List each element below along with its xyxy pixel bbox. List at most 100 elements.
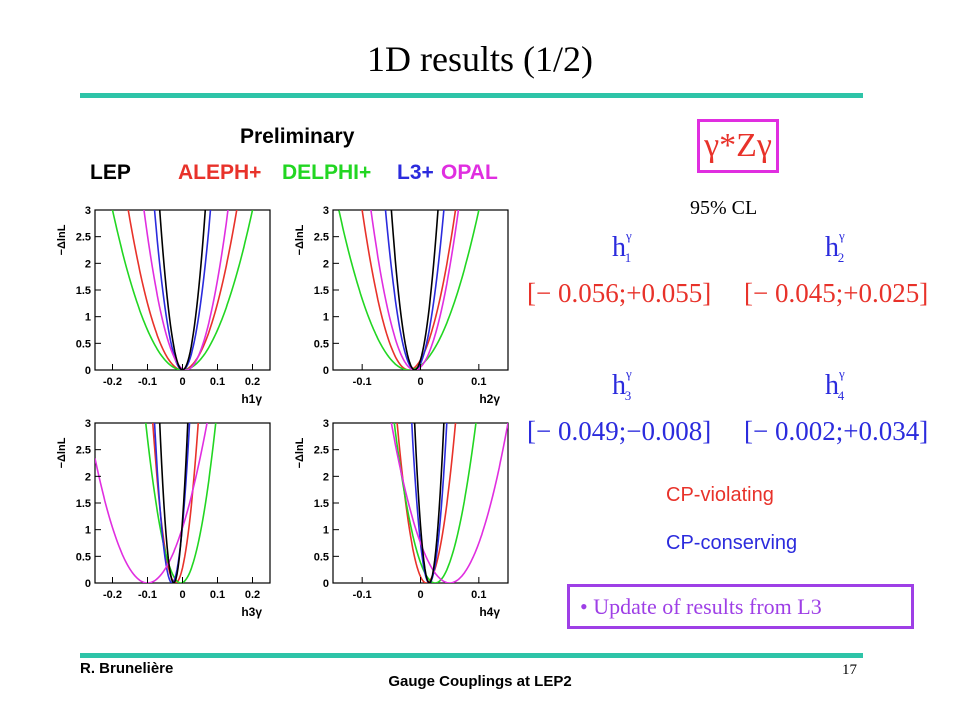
author: R. Brunelière bbox=[80, 660, 174, 677]
x-tick-label: -0.2 bbox=[103, 589, 122, 601]
y-tick-label: 1.5 bbox=[314, 285, 329, 297]
interval-h2: [− 0.045;+0.025] bbox=[744, 278, 929, 308]
y-tick-label: 2.5 bbox=[76, 232, 91, 244]
coupling-label-h4: hγ4 bbox=[825, 366, 845, 403]
x-tick-label: 0.1 bbox=[210, 589, 225, 601]
y-tick-label: 0 bbox=[85, 365, 91, 377]
likelihood-figure: Preliminary LEP ALEPH+ DELPHI+ L3+ OPAL … bbox=[50, 115, 520, 625]
x-axis-label: h2γ bbox=[479, 392, 500, 406]
series-lep bbox=[158, 423, 189, 583]
y-tick-label: 3 bbox=[85, 418, 91, 430]
x-tick-label: 0.2 bbox=[245, 376, 260, 388]
series-aleph bbox=[396, 423, 457, 583]
legend-delphi: DELPHI+ bbox=[282, 161, 372, 184]
y-tick-label: 1 bbox=[323, 312, 329, 324]
series-l3 bbox=[384, 210, 445, 370]
y-tick-label: 2.5 bbox=[76, 445, 91, 457]
series-l3 bbox=[410, 423, 448, 583]
x-tick-label: 0.1 bbox=[471, 589, 486, 601]
y-tick-label: 3 bbox=[323, 418, 329, 430]
plot-frame bbox=[94, 209, 271, 371]
series-l3 bbox=[153, 423, 191, 583]
coupling-label-h2: hγ2 bbox=[825, 228, 845, 265]
x-tick-label: -0.1 bbox=[138, 376, 157, 388]
interval-h4: [− 0.002;+0.034] bbox=[744, 416, 929, 446]
series-aleph bbox=[151, 423, 200, 583]
update-note: Update of results from L3 bbox=[593, 594, 822, 619]
y-axis-label: −ΔlnL bbox=[294, 224, 306, 255]
y-tick-label: 1 bbox=[323, 525, 329, 537]
interval-h1: [− 0.056;+0.055] bbox=[527, 278, 712, 308]
series-l3 bbox=[153, 210, 212, 370]
x-tick-label: -0.1 bbox=[353, 589, 372, 601]
panel-1: 0 0.5 1 1.5 2 2.5 3 -0.2 -0.1 0 0.1 0.2 −ΔlnL h1γ bbox=[56, 205, 271, 406]
series-opal bbox=[390, 423, 508, 583]
y-tick-label: 0.5 bbox=[76, 338, 91, 350]
y-axis-label: −ΔlnL bbox=[56, 437, 68, 468]
series-delphi bbox=[393, 423, 477, 583]
plot-frame bbox=[332, 422, 509, 584]
footer-title: Gauge Couplings at LEP2 bbox=[388, 673, 572, 690]
cp-violating-note: CP-violating bbox=[666, 484, 774, 506]
series-aleph bbox=[361, 210, 457, 370]
x-tick-label: 0.2 bbox=[245, 589, 260, 601]
panel-3: 0 0.5 1 1.5 2 2.5 3 -0.2 -0.1 0 0.1 0.2 −ΔlnL h3γ bbox=[56, 418, 271, 619]
bullet-icon: • bbox=[580, 594, 594, 619]
x-tick-label: 0 bbox=[417, 589, 423, 601]
cp-conserving-note: CP-conserving bbox=[666, 532, 798, 554]
x-tick-label: 0 bbox=[179, 589, 185, 601]
legend-l3: L3+ bbox=[397, 161, 434, 184]
legend-lep: LEP bbox=[90, 161, 131, 184]
x-axis-label: h3γ bbox=[241, 605, 262, 619]
x-tick-label: 0 bbox=[179, 376, 185, 388]
series-delphi bbox=[111, 210, 254, 370]
y-axis-label: −ΔlnL bbox=[294, 437, 306, 468]
x-tick-label: 0 bbox=[417, 376, 423, 388]
legend-opal: OPAL bbox=[441, 161, 498, 184]
series-lep bbox=[390, 210, 439, 370]
curves bbox=[111, 210, 254, 370]
y-tick-label: 1.5 bbox=[76, 498, 91, 510]
y-tick-label: 3 bbox=[323, 205, 329, 217]
coupling-label-h1: hγ1 bbox=[612, 228, 632, 265]
y-tick-label: 2.5 bbox=[314, 445, 329, 457]
x-tick-label: -0.2 bbox=[103, 376, 122, 388]
y-tick-label: 0 bbox=[85, 578, 91, 590]
update-box: • Update of results from L3 bbox=[567, 584, 914, 629]
process-label: γ*Zγ bbox=[704, 127, 772, 164]
y-tick-label: 1.5 bbox=[76, 285, 91, 297]
legend-aleph: ALEPH+ bbox=[178, 161, 262, 184]
x-tick-label: -0.1 bbox=[353, 376, 372, 388]
x-tick-label: 0.1 bbox=[471, 376, 486, 388]
footer-rule bbox=[80, 653, 863, 658]
y-tick-label: 2.5 bbox=[314, 232, 329, 244]
y-tick-label: 2 bbox=[85, 258, 91, 270]
series-aleph bbox=[127, 210, 238, 370]
x-axis-label: h4γ bbox=[479, 605, 500, 619]
title-rule bbox=[80, 93, 863, 98]
plot-frame bbox=[94, 422, 271, 584]
series-delphi bbox=[338, 210, 480, 370]
x-axis-label: h1γ bbox=[241, 392, 262, 406]
confidence-level: 95% CL bbox=[690, 197, 758, 219]
y-tick-label: 2 bbox=[85, 471, 91, 483]
y-tick-label: 3 bbox=[85, 205, 91, 217]
series-lep bbox=[158, 210, 207, 370]
x-tick-label: -0.1 bbox=[138, 589, 157, 601]
y-tick-label: 0.5 bbox=[314, 551, 329, 563]
y-tick-label: 2 bbox=[323, 258, 329, 270]
y-tick-label: 0.5 bbox=[76, 551, 91, 563]
curves bbox=[95, 423, 217, 583]
x-tick-label: 0.1 bbox=[210, 376, 225, 388]
series-opal bbox=[95, 423, 208, 583]
y-tick-label: 1 bbox=[85, 312, 91, 324]
series-delphi bbox=[144, 423, 217, 583]
curves bbox=[338, 210, 480, 370]
y-tick-label: 1.5 bbox=[314, 498, 329, 510]
series-opal bbox=[370, 210, 460, 370]
panel-2: 0 0.5 1 1.5 2 2.5 3 -0.1 0 0.1 −ΔlnL h2γ bbox=[294, 205, 509, 406]
coupling-label-h3: hγ3 bbox=[612, 366, 632, 403]
process-box: γ*Zγ bbox=[697, 119, 779, 173]
curves bbox=[390, 423, 508, 583]
y-tick-label: 0.5 bbox=[314, 338, 329, 350]
